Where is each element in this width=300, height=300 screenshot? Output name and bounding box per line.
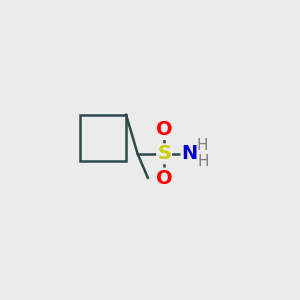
Text: S: S bbox=[157, 144, 171, 163]
Text: H: H bbox=[198, 154, 209, 169]
Text: O: O bbox=[156, 120, 172, 139]
Text: H: H bbox=[196, 137, 208, 152]
Text: N: N bbox=[182, 144, 198, 163]
Text: O: O bbox=[156, 169, 172, 188]
